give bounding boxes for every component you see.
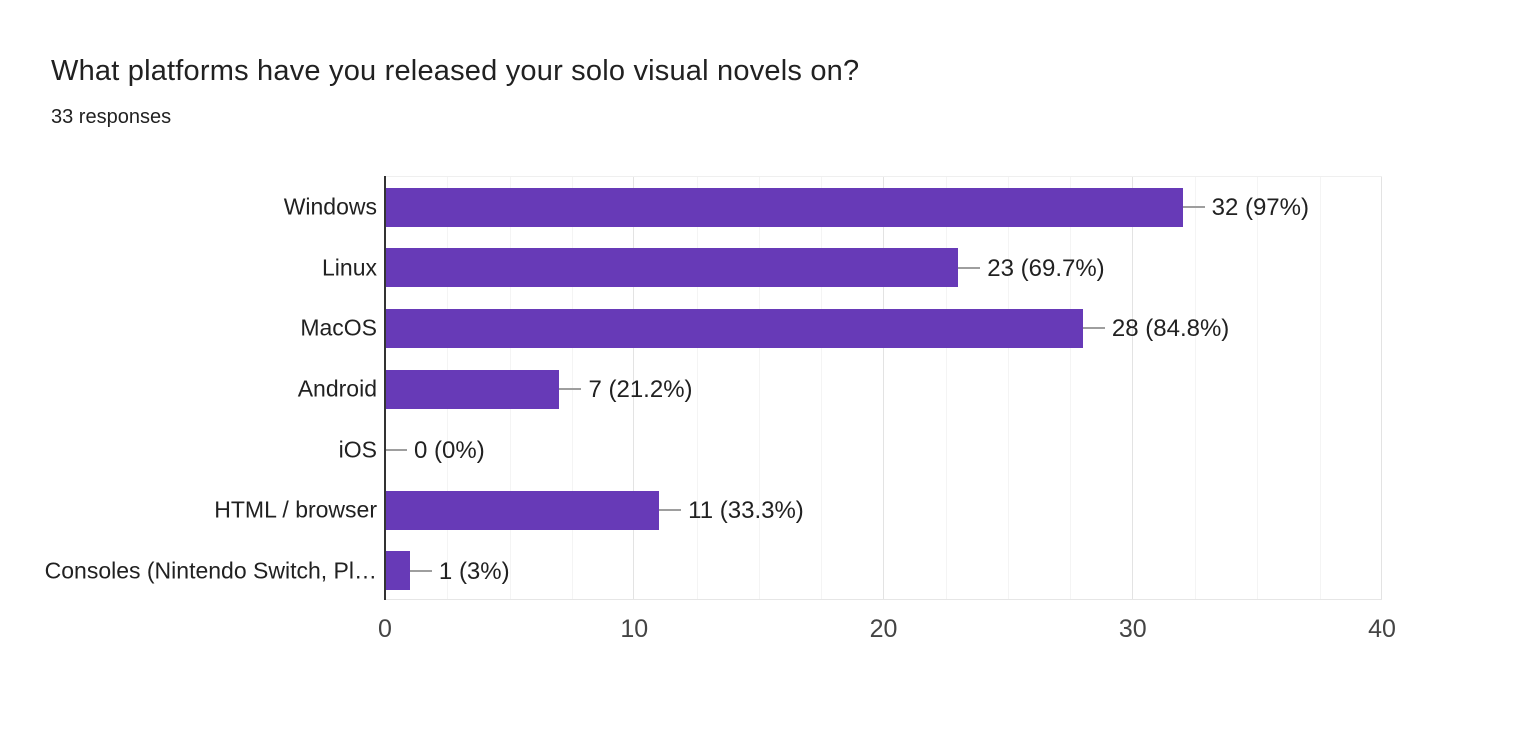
value-connector-windows xyxy=(1182,206,1205,209)
category-label-consoles-nintendo-switch-pl: Consoles (Nintendo Switch, Pl… xyxy=(44,557,377,584)
x-axis-tick-40: 40 xyxy=(1368,615,1396,643)
y-axis-line xyxy=(384,176,386,600)
gridline-minor xyxy=(1195,177,1197,599)
response-count: 33 responses xyxy=(51,106,172,128)
category-label-ios: iOS xyxy=(338,436,377,463)
value-connector-linux xyxy=(958,266,981,269)
value-label-linux: 23 (69.7%) xyxy=(987,254,1105,282)
category-label-html-browser: HTML / browser xyxy=(214,496,377,523)
bar-linux[interactable] xyxy=(385,248,959,288)
bar-windows[interactable] xyxy=(385,187,1183,227)
value-connector-html-browser xyxy=(659,509,682,512)
gridline-minor xyxy=(1008,177,1010,599)
value-label-consoles-nintendo-switch-pl: 1 (3%) xyxy=(438,557,510,585)
gridline-minor xyxy=(945,177,947,599)
x-axis-tick-0: 0 xyxy=(378,615,392,643)
value-connector-consoles-nintendo-switch-pl xyxy=(409,569,432,572)
page-title: What platforms have you released your so… xyxy=(51,55,860,87)
gridline-major xyxy=(1381,177,1382,599)
value-connector-macos xyxy=(1082,327,1105,330)
bar-consoles-nintendo-switch-pl[interactable] xyxy=(385,551,410,591)
gridline-minor xyxy=(1070,177,1072,599)
x-axis-tick-30: 30 xyxy=(1118,615,1147,643)
value-label-android: 7 (21.2%) xyxy=(588,376,693,403)
gridline-minor xyxy=(821,177,823,599)
category-label-linux: Linux xyxy=(322,254,377,281)
value-label-windows: 32 (97%) xyxy=(1211,194,1309,222)
value-label-ios: 0 (0%) xyxy=(414,436,485,464)
bar-html-browser[interactable] xyxy=(385,490,660,530)
value-label-html-browser: 11 (33.3%) xyxy=(688,497,804,525)
bar-chart-plot-area: 0 10 20 30 40 Windows 32 (97%) Linux 23 (69.7%) M… xyxy=(45,176,1396,643)
x-axis-tick-20: 20 xyxy=(869,615,898,643)
category-label-android: Android xyxy=(297,375,377,402)
value-connector-ios xyxy=(385,448,407,451)
gridline-minor xyxy=(696,177,698,599)
bar-macos[interactable] xyxy=(385,308,1083,348)
gridline-major xyxy=(633,177,635,599)
gridline-minor xyxy=(758,177,760,599)
category-label-windows: Windows xyxy=(283,193,377,220)
gridline-major xyxy=(882,177,884,599)
category-label-macos: MacOS xyxy=(300,314,377,341)
value-connector-android xyxy=(559,388,582,390)
gridline-minor xyxy=(1257,177,1259,599)
gridline-minor xyxy=(1319,177,1321,599)
value-label-macos: 28 (84.8%) xyxy=(1111,315,1230,343)
gridline-major xyxy=(1131,177,1133,599)
bar-android[interactable] xyxy=(385,369,560,409)
x-axis-tick-10: 10 xyxy=(620,615,649,643)
